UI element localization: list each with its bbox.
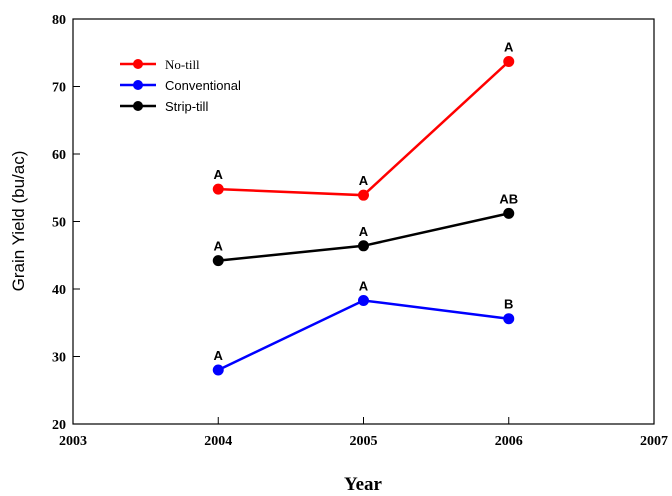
data-label-conventional: A [359, 278, 369, 293]
y-tick-label: 20 [52, 418, 66, 433]
legend: No-till Conventional Strip-till [120, 57, 241, 114]
x-tick-label: 2005 [350, 434, 378, 449]
y-tick-label: 70 [52, 81, 66, 96]
axes [72, 18, 655, 425]
x-tick-label: 2004 [204, 434, 232, 449]
x-tick-label: 2007 [640, 434, 668, 449]
data-point-conventional [212, 364, 224, 376]
data-point-no-till [358, 189, 369, 201]
data-label-strip-till: A [214, 239, 224, 254]
legend-label: Strip-till [165, 99, 208, 114]
legend-item-strip-till: Strip-till [120, 99, 208, 114]
x-tick-label: 2003 [59, 434, 87, 449]
data-label-conventional: B [504, 297, 513, 312]
data-point-conventional [503, 313, 515, 325]
y-tick-label: 80 [52, 13, 66, 28]
data-label-no-till: A [214, 167, 224, 182]
data-label-conventional: A [214, 348, 224, 363]
legend-item-no-till: No-till [120, 57, 200, 72]
y-axis-label: Grain Yield (bu/ac) [9, 151, 28, 292]
legend-marker [133, 80, 143, 90]
data-label-strip-till: A [359, 224, 369, 239]
data-label-strip-till: AB [499, 191, 518, 206]
y-tick-label: 40 [52, 283, 66, 298]
legend-item-conventional: Conventional [120, 78, 241, 93]
data-point-no-till [212, 183, 224, 195]
series-line-conventional [217, 299, 509, 372]
y-tick-label: 50 [52, 216, 66, 231]
legend-marker [133, 101, 143, 111]
x-tick-label: 2006 [495, 434, 523, 449]
x-axis-label: Year [344, 474, 383, 495]
series-strip-till: A A AB [212, 191, 518, 267]
series-conventional: A A B [212, 278, 515, 376]
data-label-no-till: A [504, 40, 514, 55]
legend-marker [133, 59, 143, 69]
data-point-strip-till [503, 207, 515, 219]
data-point-conventional [358, 294, 369, 306]
data-point-strip-till [212, 255, 224, 267]
data-point-strip-till [358, 240, 369, 252]
data-label-no-till: A [359, 173, 369, 188]
series-no-till: A A A [212, 40, 515, 201]
y-tick-label: 60 [52, 148, 66, 163]
legend-label: No-till [165, 57, 200, 72]
y-tick-label: 30 [52, 351, 66, 366]
plot-frame [72, 18, 655, 425]
data-point-no-till [503, 56, 515, 68]
legend-label: Conventional [165, 78, 241, 93]
ticks: 2003 2004 2005 2006 2007 20 30 40 50 60 70 80 [52, 13, 668, 449]
